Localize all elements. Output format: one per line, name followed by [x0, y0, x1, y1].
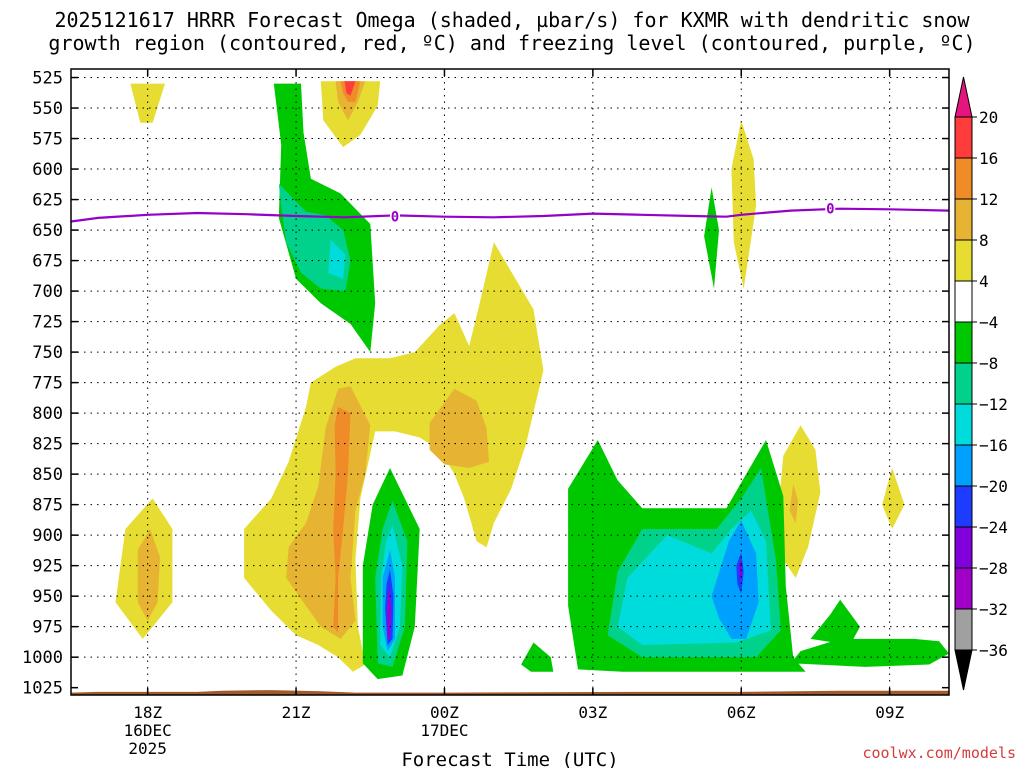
omega-region: [429, 388, 489, 468]
y-tick-label: 625: [32, 191, 63, 211]
colorbar-bin: [954, 526, 973, 569]
y-tick-label: 525: [32, 69, 63, 89]
x-tick-label: 03Z: [578, 703, 607, 722]
terrain: [71, 690, 949, 695]
y-tick-label: 925: [32, 557, 63, 577]
omega-region: [810, 599, 860, 645]
x-tick-label: 06Z: [727, 703, 756, 722]
colorbar-bin: [954, 608, 973, 651]
colorbar-label: 4: [979, 272, 989, 291]
y-tick-label: 575: [32, 130, 63, 150]
x-tick-label: 09Z: [875, 703, 904, 722]
freezing-level-label: 0: [391, 210, 399, 226]
colorbar-bin: [954, 157, 973, 200]
omega-region: [882, 468, 905, 529]
y-tick-label: 650: [32, 221, 63, 241]
omega-region: [387, 584, 391, 639]
y-tick-label: 950: [32, 587, 63, 607]
y-tick-label: 675: [32, 252, 63, 272]
colorbar-label: −20: [979, 477, 1008, 496]
colorbar-under-triangle: [954, 649, 973, 691]
freezing-label-bg: [825, 200, 836, 216]
y-tick-label: 850: [32, 465, 63, 485]
colorbar-bin: [954, 485, 973, 528]
colorbar-bin: [954, 198, 973, 241]
y-tick-label: 775: [32, 374, 63, 394]
freezing-level-line: [71, 207, 949, 223]
y-tick-label: 700: [32, 282, 63, 302]
grid-lines: [71, 69, 949, 695]
x-tick-label: 21Z: [282, 703, 311, 722]
colorbar-bin: [954, 280, 973, 323]
colorbar-label: −28: [979, 559, 1008, 578]
y-tick-label: 1025: [22, 679, 63, 699]
colorbar-bin: [954, 567, 973, 610]
x-tick-label: 00Z: [430, 703, 459, 722]
chart-title-line-2: growth region (contoured, red, ºC) and f…: [48, 31, 976, 55]
omega-region: [731, 120, 757, 289]
colorbar-label: −24: [979, 518, 1008, 537]
colorbar-label: −4: [979, 313, 998, 332]
omega-region: [333, 407, 351, 633]
freezing-level-label: 0: [826, 202, 834, 218]
colorbar-label: −8: [979, 354, 998, 373]
y-tick-label: 875: [32, 496, 63, 516]
chart-title-line-1: 2025121617 HRRR Forecast Omega (shaded, …: [54, 8, 970, 32]
y-tick-label: 975: [32, 618, 63, 638]
colorbar-bin: [954, 362, 973, 405]
y-tick-label: 725: [32, 313, 63, 333]
colorbar-label: −36: [979, 641, 1008, 660]
colorbar-bin: [954, 444, 973, 487]
colorbar-label: 16: [979, 149, 998, 168]
colorbar-label: 20: [979, 108, 998, 127]
y-axis: 525 550 575 600 625 650 675 700 725 750 775 800 825 8…: [22, 69, 949, 699]
omega-region: [521, 642, 554, 672]
colorbar-over-triangle: [954, 76, 973, 118]
x-tick-date: 16DEC: [124, 721, 172, 740]
y-tick-label: 750: [32, 343, 63, 363]
colorbar-label: −16: [979, 436, 1008, 455]
omega-region: [344, 81, 356, 96]
colorbar-label: 8: [979, 231, 989, 250]
omega-region: [790, 638, 949, 667]
omega-region: [137, 529, 160, 621]
x-tick-label: 18Z: [133, 703, 162, 722]
omega-region: [789, 483, 799, 523]
omega-shading: [115, 81, 949, 680]
omega-region: [738, 559, 743, 581]
colorbar-bin: [954, 116, 973, 159]
y-tick-label: 550: [32, 99, 63, 119]
colorbar-bin: [954, 403, 973, 446]
y-tick-label: 800: [32, 404, 63, 424]
omega-region: [778, 425, 821, 578]
freezing-label-bg: [389, 208, 400, 224]
y-tick-label: 600: [32, 160, 63, 180]
colorbar-label: −32: [979, 600, 1008, 619]
colorbar: 20 16 12 8 4 −4 −8 −12 −16 −20 −24 −28 −32 −36: [954, 76, 1008, 691]
omega-region: [328, 239, 346, 279]
colorbar-bin: [954, 321, 973, 364]
x-axis-title: Forecast Time (UTC): [401, 749, 618, 768]
terrain-fill: [71, 690, 949, 695]
colorbar-label: −12: [979, 395, 1008, 414]
omega-region: [130, 83, 165, 123]
y-tick-label: 1000: [22, 648, 63, 668]
x-tick-date: 17DEC: [420, 721, 468, 740]
credit-text: coolwx.com/models: [862, 744, 1016, 762]
y-tick-label: 900: [32, 526, 63, 546]
colorbar-label: 12: [979, 190, 998, 209]
x-tick-year: 2025: [128, 739, 167, 758]
y-tick-label: 825: [32, 435, 63, 455]
colorbar-bin: [954, 239, 973, 282]
omega-region: [711, 520, 759, 639]
omega-region: [704, 187, 719, 289]
omega-region: [286, 386, 371, 639]
